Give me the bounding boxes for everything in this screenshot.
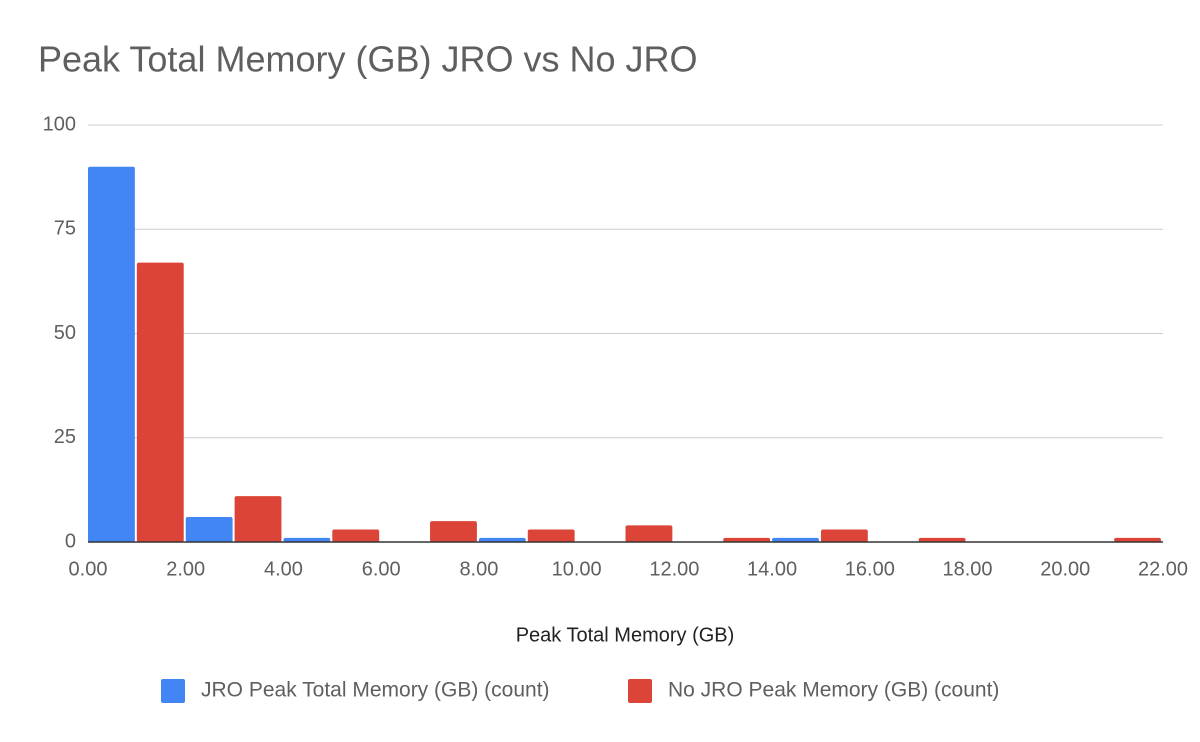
x-tick-label: 22.00	[1138, 558, 1188, 580]
bar	[430, 521, 477, 542]
x-tick-label: 18.00	[943, 558, 993, 580]
legend-swatch	[161, 679, 185, 703]
bar	[772, 537, 819, 542]
y-tick-label: 25	[54, 426, 76, 448]
x-tick-label: 0.00	[69, 558, 108, 580]
y-tick-label: 0	[65, 530, 76, 552]
x-axis-label: Peak Total Memory (GB)	[516, 624, 735, 646]
bar	[234, 496, 282, 542]
x-tick-label: 16.00	[845, 558, 895, 580]
bar	[478, 537, 526, 542]
bar	[918, 537, 966, 542]
x-tick-label: 6.00	[362, 558, 401, 580]
x-tick-label: 4.00	[264, 558, 303, 580]
bar	[820, 529, 868, 542]
bar	[136, 262, 184, 542]
x-tick-label: 8.00	[459, 558, 498, 580]
y-tick-label: 100	[43, 113, 76, 135]
chart-title: Peak Total Memory (GB) JRO vs No JRO	[38, 39, 697, 80]
legend-label: JRO Peak Total Memory (GB) (count)	[201, 679, 550, 702]
x-tick-label: 2.00	[166, 558, 205, 580]
y-tick-label: 50	[54, 322, 76, 344]
bar	[1114, 537, 1161, 542]
bar	[723, 537, 771, 542]
bar	[527, 529, 575, 542]
bar	[185, 516, 233, 542]
x-tick-label: 14.00	[747, 558, 797, 580]
y-tick-label: 75	[54, 218, 76, 240]
bar	[283, 537, 331, 542]
x-tick-label: 20.00	[1040, 558, 1090, 580]
bar	[625, 525, 673, 542]
legend-label: No JRO Peak Memory (GB) (count)	[668, 679, 999, 702]
bar	[332, 529, 380, 542]
legend-swatch	[628, 679, 652, 703]
x-tick-label: 12.00	[649, 558, 699, 580]
bar	[88, 166, 135, 542]
x-tick-label: 10.00	[552, 558, 602, 580]
